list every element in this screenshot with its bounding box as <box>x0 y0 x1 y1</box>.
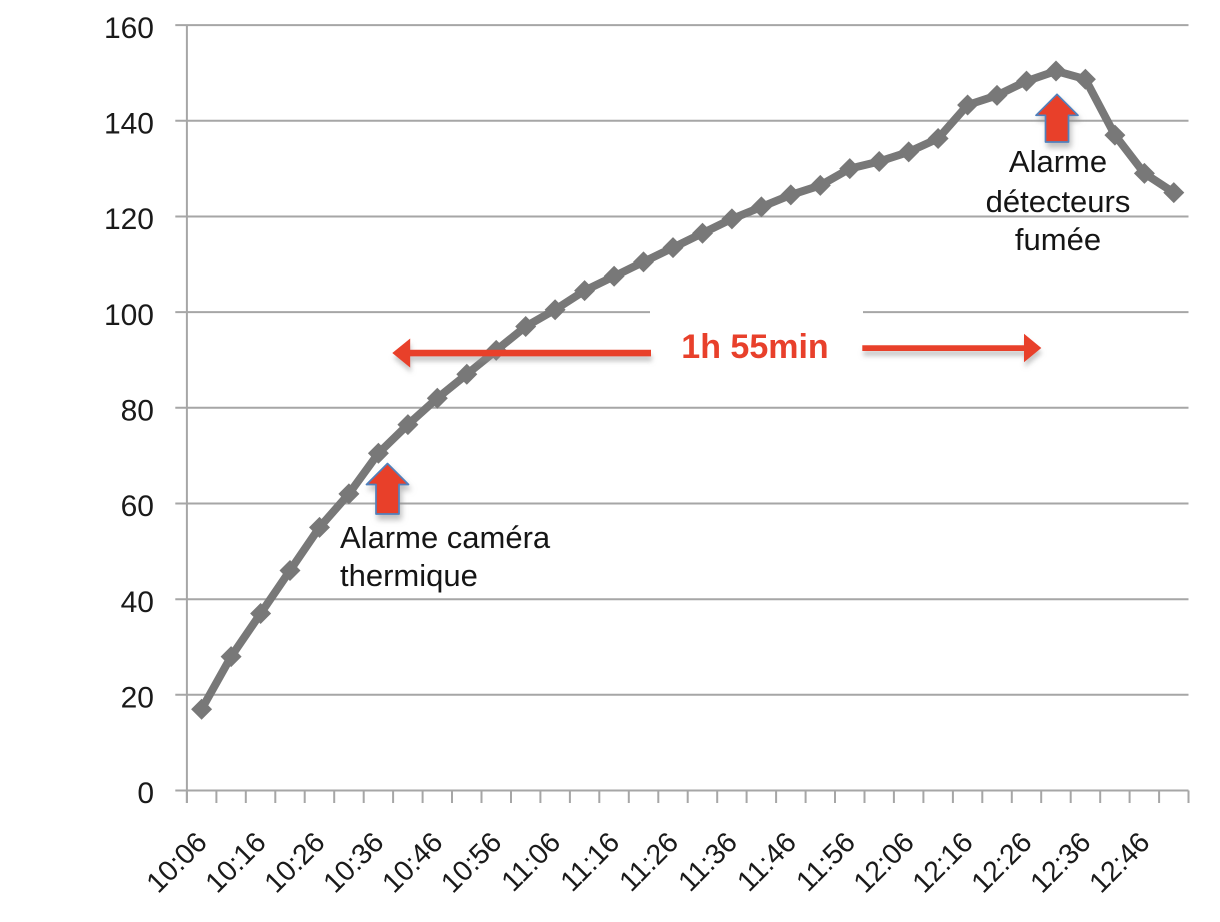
svg-text:thermique: thermique <box>340 558 478 593</box>
svg-text:fumée: fumée <box>1015 222 1101 257</box>
svg-text:60: 60 <box>121 490 154 523</box>
svg-text:0: 0 <box>137 777 154 810</box>
svg-text:80: 80 <box>121 395 154 428</box>
svg-text:détecteurs: détecteurs <box>986 184 1131 219</box>
svg-text:20: 20 <box>121 682 154 715</box>
svg-text:40: 40 <box>121 586 154 619</box>
svg-text:100: 100 <box>104 299 154 332</box>
svg-text:120: 120 <box>104 203 154 236</box>
svg-text:140: 140 <box>104 108 154 141</box>
svg-text:Alarme: Alarme <box>1009 144 1107 179</box>
svg-text:Alarme caméra: Alarme caméra <box>340 520 551 555</box>
svg-text:160: 160 <box>104 12 154 45</box>
svg-text:1h 55min: 1h 55min <box>681 328 828 366</box>
